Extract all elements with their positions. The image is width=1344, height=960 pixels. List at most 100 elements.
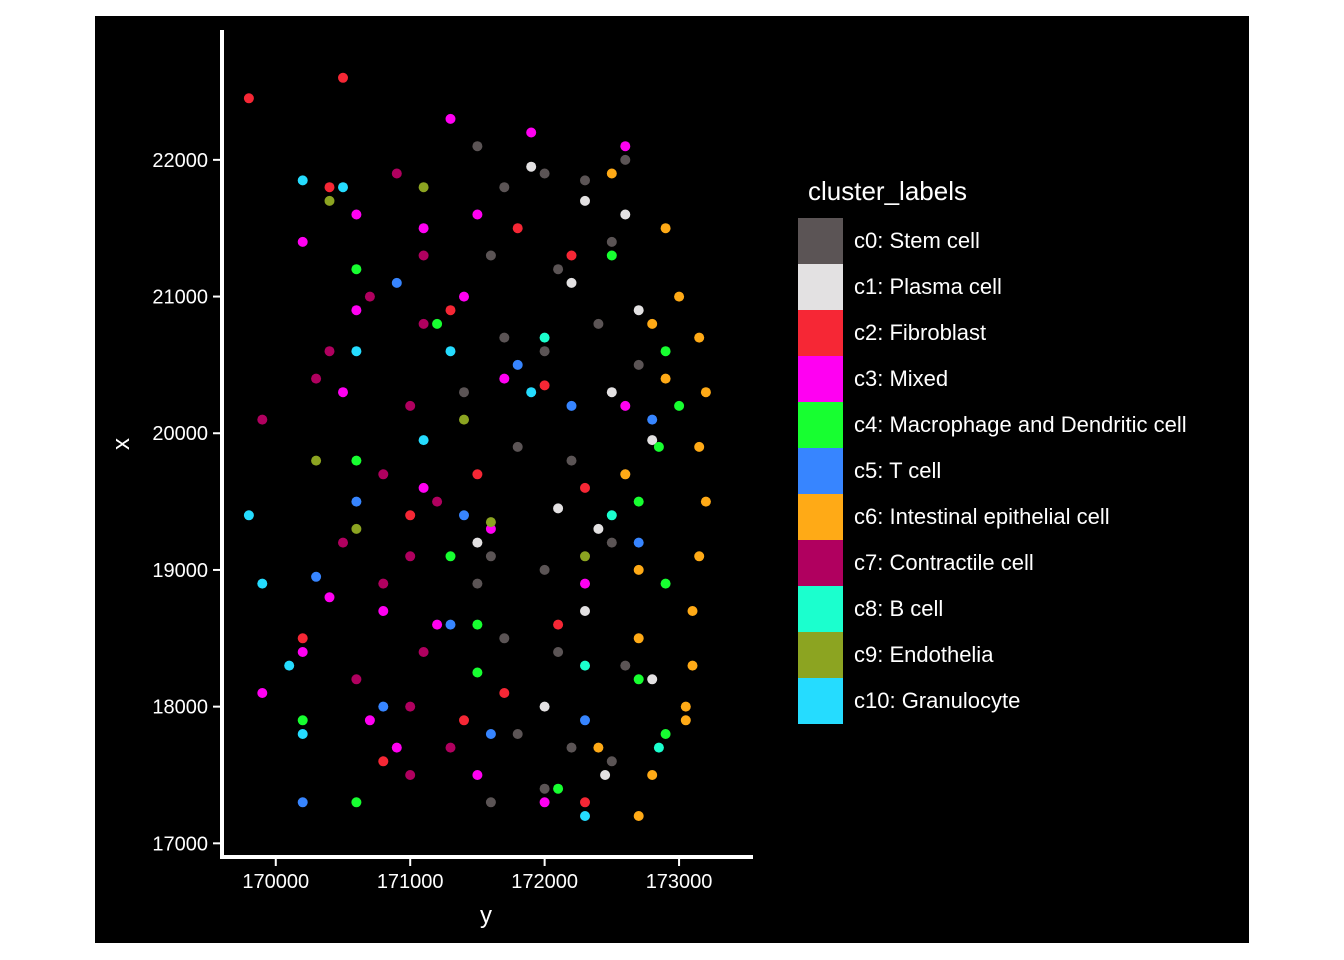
data-point [257, 578, 268, 589]
legend-swatch [798, 264, 843, 310]
legend-item: c0: Stem cell [798, 218, 1187, 264]
data-point [405, 400, 416, 411]
data-point [539, 564, 550, 575]
data-point [432, 496, 443, 507]
data-point [580, 482, 590, 493]
data-point [459, 715, 469, 726]
legend-item: c10: Granulocyte [798, 678, 1187, 724]
y-axis-title: x [108, 438, 135, 450]
y-tick-label: 18000 [152, 697, 208, 719]
data-point [593, 318, 604, 329]
data-point [297, 175, 308, 186]
data-point [660, 346, 671, 357]
legend-item: c1: Plasma cell [798, 264, 1187, 310]
data-point [485, 729, 496, 739]
data-point [700, 387, 711, 398]
data-point [418, 647, 429, 657]
data-point [499, 182, 510, 193]
data-point [324, 182, 335, 193]
data-point [338, 72, 348, 83]
data-point [243, 510, 254, 521]
data-point [553, 647, 564, 657]
data-point [459, 510, 469, 521]
legend-swatch [798, 494, 843, 540]
data-point [297, 633, 308, 644]
data-point [472, 667, 483, 678]
data-point [606, 250, 617, 261]
data-point [324, 195, 335, 206]
data-point [553, 783, 564, 794]
data-point [351, 523, 362, 534]
data-point [257, 414, 268, 425]
legend-label: c0: Stem cell [854, 228, 980, 253]
data-point [351, 264, 362, 275]
data-point [351, 305, 362, 316]
data-point [472, 619, 483, 630]
legend-label: c7: Contractile cell [854, 550, 1034, 575]
data-point [647, 435, 658, 446]
data-point [391, 277, 402, 288]
data-point [351, 496, 362, 507]
data-point [351, 797, 362, 808]
data-point [432, 619, 443, 630]
legend-item: c9: Endothelia [798, 632, 1187, 678]
data-point [606, 236, 617, 247]
data-point [405, 770, 416, 780]
data-point [680, 701, 691, 712]
data-point [694, 441, 705, 452]
data-point [660, 729, 671, 739]
data-point [633, 564, 644, 575]
data-point [445, 742, 456, 753]
data-point [539, 783, 550, 794]
data-point [378, 701, 389, 712]
legend-label: c10: Granulocyte [854, 688, 1021, 713]
data-point [566, 400, 577, 411]
legend-swatch [798, 356, 843, 402]
data-point [620, 400, 631, 411]
data-point [485, 517, 496, 528]
data-point [620, 141, 631, 152]
data-point [485, 797, 496, 808]
data-point [472, 537, 483, 548]
data-point [297, 647, 308, 657]
data-point [633, 305, 644, 316]
data-point [378, 578, 389, 589]
data-point [580, 175, 590, 186]
legend-label: c9: Endothelia [854, 642, 994, 667]
data-point [633, 537, 644, 548]
legend-item: c8: B cell [798, 586, 1187, 632]
data-point [351, 674, 362, 685]
data-point [526, 387, 537, 398]
y-tick-label: 20000 [152, 423, 208, 445]
data-point [512, 441, 523, 452]
data-point [620, 154, 631, 165]
data-point [653, 742, 664, 753]
legend-label: c3: Mixed [854, 366, 949, 391]
legend-label: c6: Intestinal epithelial cell [854, 504, 1110, 529]
data-point [620, 469, 631, 480]
data-point [364, 291, 375, 302]
data-point [364, 715, 375, 726]
data-point [378, 469, 389, 480]
data-point [499, 688, 510, 698]
data-point [243, 93, 254, 104]
data-point [687, 660, 698, 671]
data-point [257, 688, 268, 698]
data-point [485, 250, 496, 261]
data-point [660, 223, 671, 234]
data-point [459, 291, 469, 302]
scatter-plot: 170000 171000 172000 173000 17000 18000 19000… [108, 30, 753, 929]
data-point [391, 742, 402, 753]
data-point [566, 250, 577, 261]
y-tick-label: 17000 [152, 833, 208, 855]
data-point [566, 455, 577, 466]
data-point [580, 551, 590, 562]
data-point [351, 346, 362, 357]
data-point [512, 223, 523, 234]
legend-swatch [798, 632, 843, 678]
y-tick-label: 22000 [152, 150, 208, 172]
data-point [311, 373, 322, 384]
data-point [432, 318, 443, 329]
data-point [566, 742, 577, 753]
data-point [338, 537, 348, 548]
